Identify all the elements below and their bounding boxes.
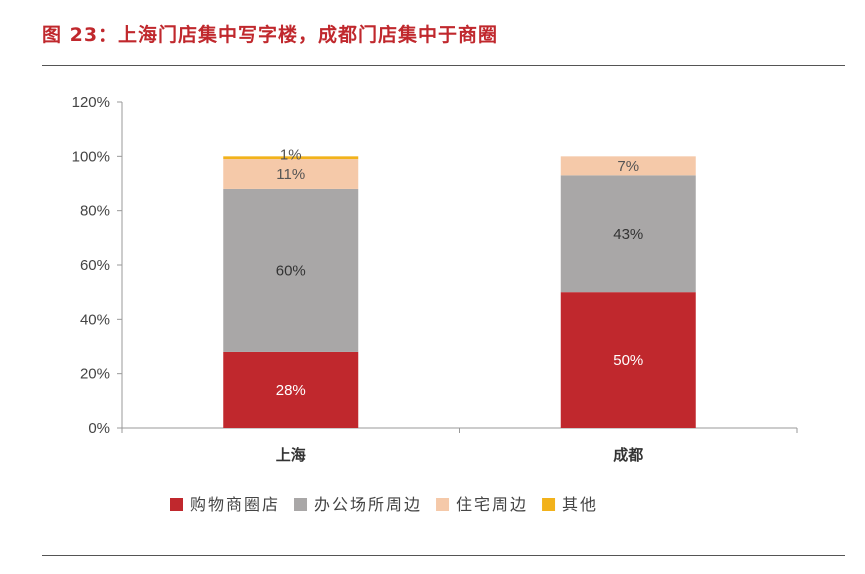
y-tick-label: 40% [80, 311, 110, 328]
data-label: 50% [613, 352, 643, 369]
data-label: 11% [276, 166, 305, 183]
bar-segment [223, 188, 359, 352]
legend-swatch [436, 498, 450, 511]
bar-segment [560, 175, 696, 293]
y-tick-label: 120% [72, 94, 110, 111]
legend-label: 其他 [562, 495, 598, 514]
data-label: 43% [613, 226, 643, 243]
bar-segment [560, 292, 696, 428]
y-tick-label: 60% [80, 257, 110, 274]
data-label: 1% [280, 146, 302, 163]
top-divider [42, 65, 845, 66]
legend-swatch [294, 498, 308, 511]
data-label: 60% [276, 262, 306, 279]
legend-label: 住宅周边 [456, 495, 528, 514]
legend-label: 购物商圈店 [190, 495, 280, 514]
x-category-label: 上海 [276, 446, 306, 464]
y-tick-label: 20% [80, 366, 110, 383]
bar-segment [223, 351, 359, 428]
y-tick-label: 80% [80, 203, 110, 220]
legend-label: 办公场所周边 [314, 495, 422, 514]
bar-segment [223, 159, 359, 189]
legend-swatch [542, 498, 556, 511]
data-label: 7% [617, 158, 639, 175]
y-tick-label: 0% [88, 420, 110, 437]
bottom-divider [42, 555, 845, 556]
data-label: 28% [276, 382, 306, 399]
legend-swatch [170, 498, 183, 511]
bar-segment [560, 156, 696, 176]
y-tick-label: 100% [72, 148, 110, 165]
figure-title: 图 23：上海门店集中写字楼，成都门店集中于商圈 [42, 24, 499, 46]
bar-segment [223, 156, 359, 160]
x-category-label: 成都 [613, 446, 643, 464]
